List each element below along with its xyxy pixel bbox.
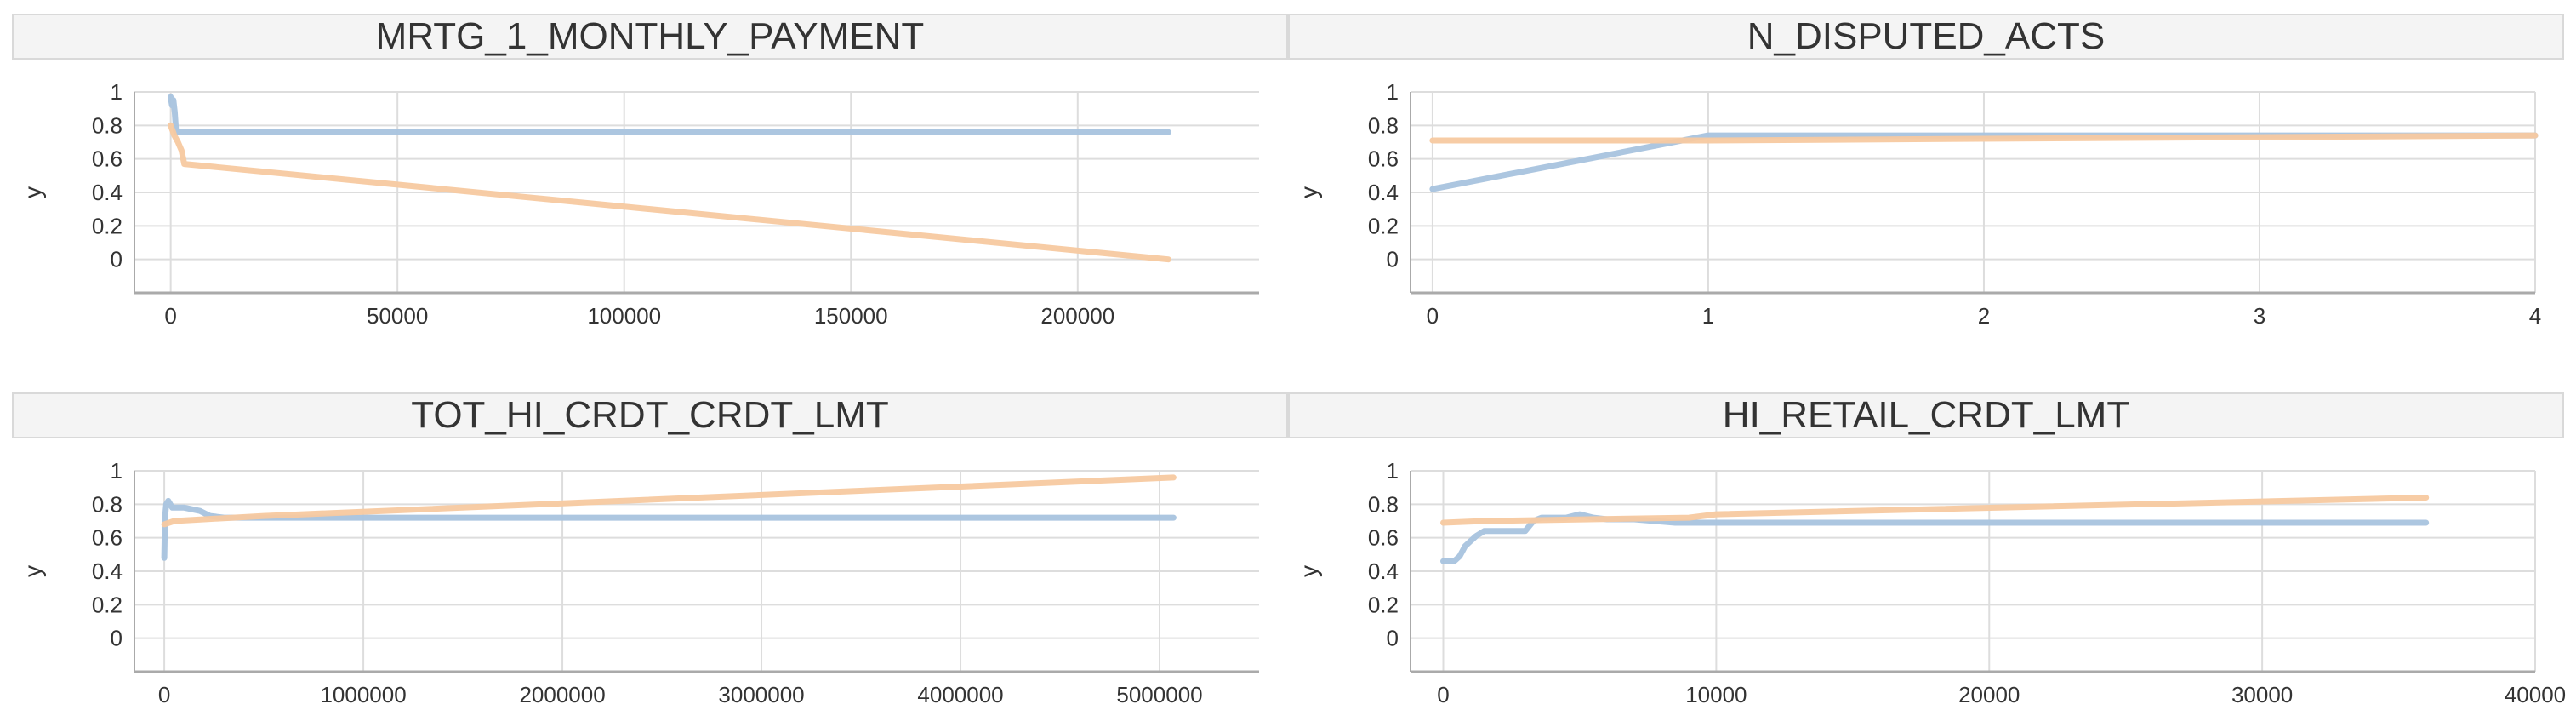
- y-axis-label: y: [1296, 186, 1322, 198]
- y-tick-label: 0: [111, 247, 123, 272]
- x-tick-label: 5000000: [1116, 682, 1202, 707]
- y-tick-label: 0.6: [1368, 525, 1399, 551]
- x-tick-label: 40000: [2505, 682, 2566, 707]
- y-tick-label: 0.8: [1368, 491, 1399, 517]
- y-tick-label: 0.2: [1368, 592, 1399, 617]
- y-tick-label: 0.2: [1368, 213, 1399, 238]
- x-tick-label: 1000000: [320, 682, 406, 707]
- y-tick-label: 0: [111, 626, 123, 651]
- chart-panel-mrtg-monthly-payment: MRTG_1_MONTHLY_PAYMENT 0 0.2 0.4 0.6 0.8 1 0 50…: [12, 14, 1288, 329]
- series-line-blue: [161, 497, 1177, 561]
- x-tick-label: 2: [1978, 303, 1990, 329]
- x-tick-label: 30000: [2231, 682, 2293, 707]
- y-tick-label: 0.4: [92, 180, 123, 205]
- chart-title: HI_RETAIL_CRDT_LMT: [1288, 392, 2564, 438]
- y-tick-label: 1: [111, 458, 123, 484]
- x-tick-label: 50000: [367, 303, 428, 329]
- y-tick-label: 0: [1387, 247, 1399, 272]
- chart-title: N_DISPUTED_ACTS: [1288, 14, 2564, 60]
- y-tick-label: 0.2: [92, 592, 123, 617]
- chart-plot: 0 0.2 0.4 0.6 0.8 1 0 10000 20000 30000 40000 y: [1296, 458, 2566, 707]
- series-line-blue: [168, 94, 1171, 135]
- x-tick-label: 0: [1427, 303, 1439, 329]
- y-tick-label: 1: [1387, 458, 1399, 484]
- x-tick-label: 1: [1702, 303, 1714, 329]
- x-tick-label: 150000: [814, 303, 888, 329]
- x-tick-label: 0: [164, 303, 176, 329]
- x-tick-label: 4: [2529, 303, 2541, 329]
- chart-panel-tot-hi-crdt-crdt-lmt: TOT_HI_CRDT_CRDT_LMT 0 0.2 0.4 0.6 0.8 1 0 1000…: [12, 392, 1288, 707]
- chart-plot: 0 0.2 0.4 0.6 0.8 1 0 1 2 3 4 y: [1296, 79, 2541, 329]
- y-tick-label: 0: [1387, 626, 1399, 651]
- x-tick-label: 20000: [1958, 682, 2020, 707]
- y-tick-label: 0.4: [1368, 558, 1399, 584]
- y-tick-label: 0.2: [92, 213, 123, 238]
- x-tick-label: 3000000: [718, 682, 804, 707]
- series-line-orange: [1440, 495, 2430, 526]
- x-tick-label: 0: [1437, 682, 1449, 707]
- chart-panel-n-disputed-acts: N_DISPUTED_ACTS 0 0.2 0.4 0.6 0.8 1 0 1 2 3 4 y: [1288, 14, 2564, 329]
- y-tick-label: 0.8: [92, 491, 123, 517]
- y-tick-label: 0.6: [92, 525, 123, 551]
- chart-plot: 0 0.2 0.4 0.6 0.8 1 0 50000 100000 150000 200000 y: [20, 79, 1259, 329]
- y-tick-label: 0.8: [1368, 112, 1399, 138]
- y-axis-label: y: [1296, 565, 1322, 577]
- y-tick-label: 1: [111, 79, 123, 105]
- chart-panel-hi-retail-crdt-lmt: HI_RETAIL_CRDT_LMT 0 0.2 0.4 0.6 0.8 1 0 10000 2…: [1288, 392, 2566, 707]
- series-line-orange: [1429, 132, 2539, 144]
- x-tick-label: 3: [2254, 303, 2265, 329]
- y-tick-label: 0.6: [92, 146, 123, 172]
- x-tick-label: 10000: [1685, 682, 1747, 707]
- x-tick-label: 200000: [1040, 303, 1114, 329]
- y-tick-label: 0.6: [1368, 146, 1399, 172]
- x-tick-label: 4000000: [917, 682, 1003, 707]
- x-tick-label: 0: [158, 682, 170, 707]
- chart-title: MRTG_1_MONTHLY_PAYMENT: [12, 14, 1288, 60]
- y-tick-label: 0.4: [1368, 180, 1399, 205]
- series-line-orange: [168, 122, 1171, 263]
- y-tick-label: 1: [1387, 79, 1399, 105]
- series-line-orange: [161, 474, 1177, 528]
- x-tick-label: 2000000: [519, 682, 605, 707]
- y-axis-label: y: [20, 186, 46, 198]
- y-tick-label: 0.4: [92, 558, 123, 584]
- y-tick-label: 0.8: [92, 112, 123, 138]
- x-tick-label: 100000: [587, 303, 661, 329]
- chart-title: TOT_HI_CRDT_CRDT_LMT: [12, 392, 1288, 438]
- chart-plot: 0 0.2 0.4 0.6 0.8 1 0 1000000 2000000 3000000 4000…: [20, 458, 1259, 707]
- y-axis-label: y: [20, 565, 46, 577]
